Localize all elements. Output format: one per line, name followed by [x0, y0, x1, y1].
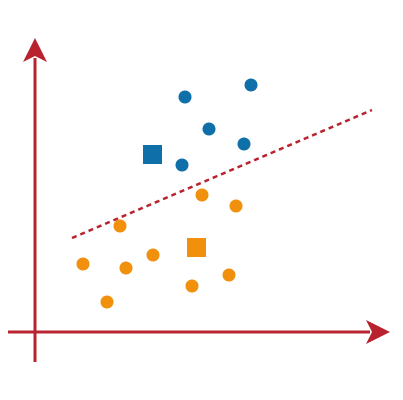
- horizontal-arrowhead: [366, 320, 390, 344]
- decision-boundary: [71, 108, 373, 240]
- orange-point: [222, 268, 236, 282]
- blue-point: [244, 78, 258, 92]
- orange-point: [146, 248, 160, 262]
- orange-point: [119, 261, 133, 275]
- blue-class: [143, 78, 258, 172]
- orange-square: [187, 238, 206, 257]
- blue-square: [143, 145, 162, 164]
- orange-class: [76, 188, 243, 309]
- blue-point: [175, 158, 189, 172]
- orange-point: [113, 219, 127, 233]
- orange-point: [100, 295, 114, 309]
- blue-point: [178, 90, 192, 104]
- orange-point: [229, 199, 243, 213]
- orange-point: [76, 257, 90, 271]
- orange-point: [195, 188, 209, 202]
- blue-point: [237, 137, 251, 151]
- vertical-arrowhead: [23, 38, 47, 62]
- orange-point: [185, 279, 199, 293]
- blue-point: [202, 122, 216, 136]
